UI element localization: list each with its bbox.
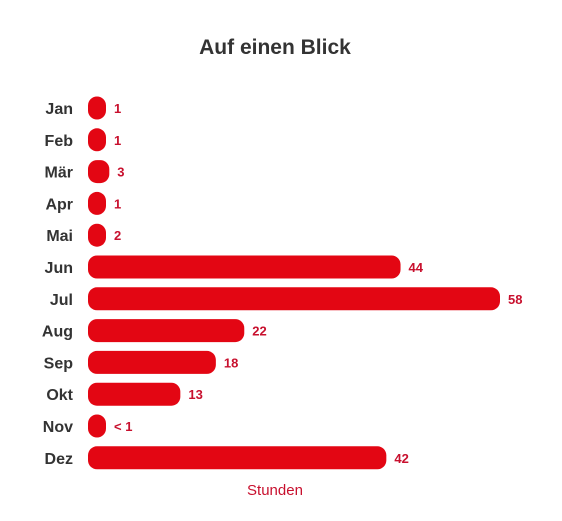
bar — [88, 223, 106, 247]
bar — [88, 128, 106, 152]
bar — [88, 160, 110, 184]
x-axis-label: Stunden — [247, 482, 303, 499]
data-label: 44 — [409, 260, 424, 275]
category-label: Apr — [45, 196, 73, 213]
bar — [88, 446, 387, 470]
data-label: 1 — [114, 196, 121, 211]
data-label: 2 — [114, 228, 121, 243]
category-label: Nov — [43, 419, 73, 436]
data-label: 18 — [224, 355, 238, 370]
bar — [88, 319, 245, 343]
bar — [88, 287, 500, 311]
category-label: Jul — [50, 292, 73, 309]
chart-title: Auf einen Blick — [199, 36, 351, 59]
data-label: 13 — [188, 387, 202, 402]
category-label: Mär — [45, 165, 73, 182]
category-label: Jun — [45, 260, 73, 277]
data-label: 3 — [117, 165, 124, 180]
bar — [88, 255, 401, 279]
data-label: 1 — [114, 133, 121, 148]
category-label: Okt — [46, 387, 73, 404]
category-label: Aug — [42, 324, 73, 341]
category-label: Sep — [44, 355, 74, 372]
bar — [88, 96, 106, 120]
category-label: Mai — [46, 228, 73, 245]
bar — [88, 414, 106, 438]
category-label: Dez — [45, 451, 73, 468]
data-label: < 1 — [114, 419, 132, 434]
category-label: Feb — [45, 133, 74, 150]
data-label: 22 — [252, 324, 266, 339]
data-label: 1 — [114, 101, 121, 116]
bar — [88, 382, 181, 406]
bars-group: Jan 1 Feb 1 Mär 3 Apr 1 Mai 2 Jun 44 Jul 58 Aug 22 Sep 18… — [42, 96, 522, 470]
category-label: Jan — [45, 101, 73, 118]
bar — [88, 350, 216, 374]
data-label: 42 — [394, 451, 408, 466]
bar — [88, 191, 106, 215]
data-label: 58 — [508, 292, 522, 307]
